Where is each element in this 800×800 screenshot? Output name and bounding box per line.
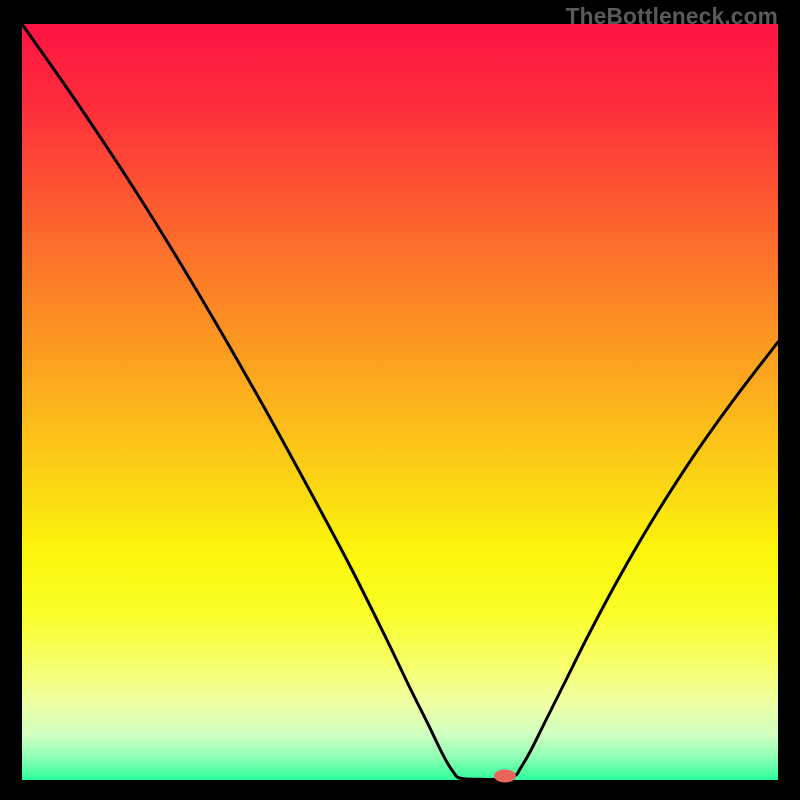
watermark-label: TheBottleneck.com	[566, 3, 778, 30]
bottleneck-chart	[0, 0, 800, 800]
optimum-marker	[494, 770, 516, 783]
